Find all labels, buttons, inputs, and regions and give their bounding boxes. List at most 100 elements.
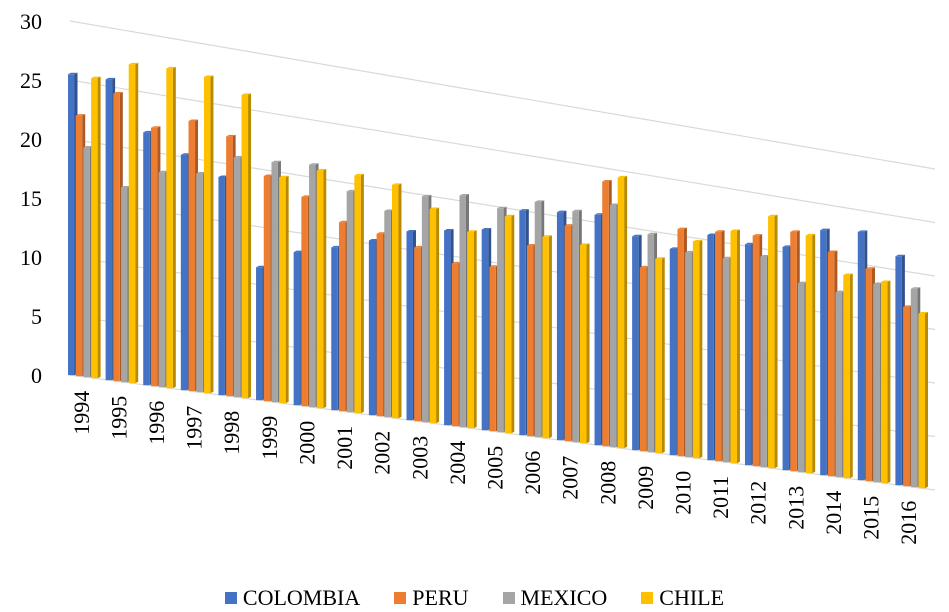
bar-top-mexico (459, 194, 469, 196)
x-tick-label: 2001 (332, 426, 357, 470)
bar-side-chile (736, 229, 740, 464)
bar-side-chile (924, 312, 928, 489)
y-tick-label: 15 (20, 186, 42, 211)
bar-top-chile (128, 62, 139, 65)
y-axis-ticks: 0 5 10 15 20 25 30 (20, 9, 42, 388)
bar-side-chile (172, 66, 176, 389)
bar-top-colombia (180, 153, 191, 155)
bar-top-colombia (744, 242, 755, 245)
bar-top-colombia (368, 239, 379, 241)
y-tick-label: 25 (20, 68, 42, 93)
bar-top-colombia (143, 130, 153, 133)
bar-side-chile (398, 183, 402, 419)
bar-top-mexico (158, 170, 169, 173)
x-tick-label: 1998 (219, 411, 244, 455)
bar-top-chile (655, 257, 665, 259)
bar-top-chile (880, 280, 891, 282)
legend-label: PERU (412, 585, 469, 610)
x-tick-label: 2010 (671, 471, 696, 515)
bar-top-mexico (233, 155, 244, 158)
bar-top-peru (489, 265, 499, 267)
bar-top-chile (692, 239, 703, 242)
bar-colombia (519, 210, 526, 436)
bar-peru (489, 266, 496, 432)
bar-top-mexico (685, 250, 695, 253)
bar-colombia (857, 231, 865, 481)
bar-mexico (271, 162, 278, 403)
bar-top-colombia (519, 209, 529, 211)
bar-top-peru (338, 220, 349, 223)
bar-top-chile (843, 273, 853, 275)
bar-top-peru (564, 224, 575, 226)
bar-mexico (534, 201, 542, 438)
bar-colombia (143, 132, 150, 386)
bar-peru (752, 235, 760, 467)
bar-top-peru (75, 114, 86, 116)
bar-mexico (685, 252, 692, 458)
bar-top-colombia (105, 77, 116, 80)
bar-colombia (707, 234, 714, 461)
bar-top-mexico (271, 160, 281, 163)
bar-colombia (895, 256, 902, 486)
bar-side-chile (473, 230, 477, 429)
bar-peru (903, 306, 910, 487)
legend-swatch (224, 592, 237, 604)
bar-top-colombia (857, 230, 868, 232)
x-tick-label: 1995 (106, 396, 131, 440)
x-tick-label: 2002 (370, 431, 395, 475)
bar-top-peru (677, 227, 687, 230)
bar-top-mexico (346, 189, 357, 192)
bar-mexico (722, 258, 730, 463)
legend-swatch (641, 592, 654, 604)
legend-item-mexico: MEXICO (502, 585, 607, 611)
bar-top-chile (391, 183, 402, 185)
bar-top-colombia (594, 213, 605, 215)
bar-chile (580, 244, 587, 444)
bar-chile (843, 274, 850, 479)
bar-top-colombia (406, 229, 416, 232)
bar-top-peru (414, 245, 424, 248)
bar-top-chile (504, 214, 515, 217)
bar-peru (75, 115, 83, 377)
legend-label: CHILE (659, 585, 725, 610)
bar-top-peru (113, 92, 123, 94)
bar-peru (376, 233, 384, 417)
bar-top-peru (226, 134, 236, 137)
bar-top-mexico (534, 200, 545, 202)
bar-chile (918, 313, 925, 489)
bar-top-chile (467, 230, 477, 232)
bar-top-colombia (669, 247, 680, 249)
bar-colombia (368, 240, 376, 416)
bar-top-chile (354, 173, 364, 176)
bar-top-peru (903, 305, 913, 307)
bar-peru (677, 229, 684, 457)
x-tick-label: 2003 (407, 436, 432, 480)
bar-mexico (384, 210, 391, 418)
bar-top-mexico (609, 203, 620, 206)
bar-side-chile (586, 243, 590, 444)
bar-top-peru (602, 180, 612, 182)
x-tick-label: 2015 (859, 496, 884, 540)
bar-peru (639, 267, 647, 452)
x-tick-label: 2006 (520, 451, 545, 495)
bar-chile (504, 216, 512, 434)
x-tick-label: 2008 (595, 461, 620, 505)
bar-side-chile (248, 93, 252, 399)
x-tick-label: 1994 (69, 391, 94, 435)
bar-top-colombia (218, 175, 228, 177)
bar-colombia (256, 267, 263, 401)
bar-top-mexico (873, 282, 883, 284)
bar-peru (263, 175, 271, 402)
bar-top-peru (301, 195, 311, 197)
bar-colombia (105, 79, 113, 381)
y-tick-label: 10 (20, 245, 42, 270)
bar-top-chile (279, 175, 289, 178)
bar-mexico (83, 147, 90, 378)
bar-mexico (121, 187, 128, 383)
bar-mexico (459, 195, 466, 428)
bar-peru (414, 247, 421, 422)
bar-side-chile (661, 257, 665, 454)
bar-chile (391, 184, 399, 419)
bar-side-chile (548, 235, 552, 439)
bar-peru (338, 222, 346, 412)
